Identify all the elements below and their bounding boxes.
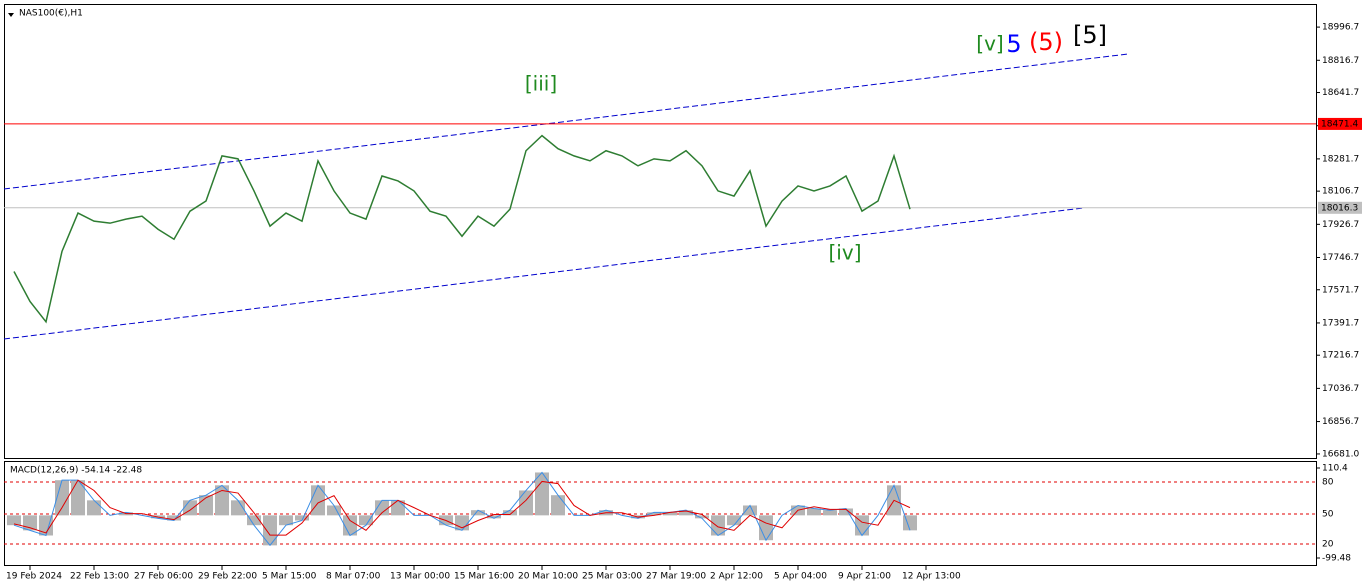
macd-bar xyxy=(727,515,741,526)
macd-bar xyxy=(807,508,821,516)
y-tick-label: 18816.7 xyxy=(1322,56,1359,66)
x-tick-label: 12 Apr 13:00 xyxy=(902,572,961,582)
level-label: 50 xyxy=(1322,510,1334,520)
y-tick-label: 17216.7 xyxy=(1322,351,1359,361)
price-line xyxy=(13,134,911,324)
x-tick-label: 5 Apr 04:00 xyxy=(774,572,827,582)
x-tick-label: 8 Mar 07:00 xyxy=(326,572,381,582)
y-tick-label: 16856.7 xyxy=(1322,417,1359,427)
x-tick-label: 2 Apr 12:00 xyxy=(710,572,763,582)
y-tick-label: 18281.7 xyxy=(1322,154,1359,164)
x-tick-label: 15 Mar 16:00 xyxy=(454,572,514,582)
macd-bar xyxy=(375,500,389,516)
y-tick-label: 16681.0 xyxy=(1322,449,1359,459)
x-tick-label: 27 Feb 06:00 xyxy=(134,572,193,582)
signal-line xyxy=(13,479,911,536)
wave-label: [iv] xyxy=(829,241,862,265)
y-tick-label: 18996.7 xyxy=(1322,23,1359,33)
wave-label: [5] xyxy=(1073,21,1107,49)
macd-bar xyxy=(279,515,293,526)
macd-bar xyxy=(87,500,101,516)
price-label: 18471.4 xyxy=(1321,119,1358,129)
macd-bar xyxy=(839,508,853,516)
x-tick-label: 29 Feb 22:00 xyxy=(198,572,257,582)
macd-line xyxy=(13,471,911,547)
macd-bar xyxy=(343,515,357,536)
y-tick-label: 17391.7 xyxy=(1322,318,1359,328)
x-tick-label: 27 Mar 19:00 xyxy=(646,572,706,582)
macd-bar xyxy=(359,515,373,526)
macd-bar xyxy=(759,515,773,541)
macd-title: MACD(12,26,9) -54.14 -22.48 xyxy=(10,466,142,476)
x-tick-label: 9 Apr 21:00 xyxy=(838,572,891,582)
level-label: 80 xyxy=(1322,478,1334,488)
macd-bar xyxy=(471,510,485,516)
macd-bar xyxy=(551,495,565,516)
wave-label: [v] xyxy=(976,32,1003,56)
macd-bar xyxy=(231,500,245,516)
macd-bar xyxy=(695,515,709,519)
x-tick-label: 20 Mar 10:00 xyxy=(518,572,578,582)
y-tick-label: 110.4 xyxy=(1322,464,1348,474)
macd-bar xyxy=(247,515,261,526)
macd-bar xyxy=(679,510,693,516)
wave-label: 5 xyxy=(1006,30,1021,58)
wave-label: [iii] xyxy=(525,72,557,96)
level-label: 20 xyxy=(1322,540,1334,550)
macd-bar xyxy=(503,510,517,516)
macd-bar xyxy=(167,515,181,521)
price-box xyxy=(1318,201,1362,214)
macd-bar xyxy=(663,512,677,516)
macd-bar xyxy=(535,472,549,516)
price-label: 18016.3 xyxy=(1321,203,1358,213)
macd-bar xyxy=(711,515,725,536)
x-tick-label: 5 Mar 15:00 xyxy=(262,572,317,582)
x-tick-label: 19 Feb 2024 xyxy=(6,572,62,582)
x-tick-label: 13 Mar 00:00 xyxy=(390,572,450,582)
macd-bar xyxy=(647,512,661,516)
wave-label: (5) xyxy=(1029,28,1063,56)
main-panel xyxy=(4,4,1317,459)
macd-bar xyxy=(295,515,309,521)
macd-bar xyxy=(263,515,277,546)
macd-bar xyxy=(327,505,341,516)
y-tick-label: -99.48 xyxy=(1322,554,1351,564)
y-tick-label: 17036.7 xyxy=(1322,384,1359,394)
macd-bar xyxy=(215,485,229,516)
price-box xyxy=(1318,117,1362,130)
macd-bar xyxy=(743,505,757,516)
y-tick-label: 17571.7 xyxy=(1322,285,1359,295)
x-tick-label: 22 Feb 13:00 xyxy=(70,572,129,582)
macd-bar xyxy=(7,515,21,526)
y-tick-label: 18641.7 xyxy=(1322,88,1359,98)
menu-arrow[interactable] xyxy=(8,13,14,17)
macd-bar xyxy=(71,480,85,516)
y-tick-label: 17746.7 xyxy=(1322,253,1359,263)
macd-bar xyxy=(55,480,69,516)
x-tick-label: 25 Mar 03:00 xyxy=(582,572,642,582)
macd-bar xyxy=(39,515,53,536)
macd-bar xyxy=(823,510,837,516)
y-tick-label: 18106.7 xyxy=(1322,187,1359,197)
chart-title: NAS100(€),H1 xyxy=(19,9,83,19)
lower-channel xyxy=(3,207,1084,340)
macd-bar xyxy=(487,515,501,519)
y-tick-label: 17926.7 xyxy=(1322,220,1359,230)
